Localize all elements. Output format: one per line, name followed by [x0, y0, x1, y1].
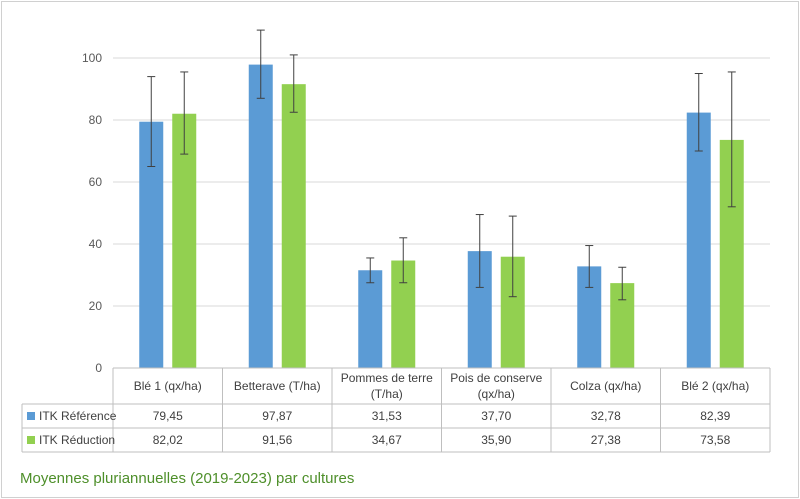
data-label: 79,45 — [153, 409, 183, 423]
y-tick-label: 60 — [89, 175, 103, 189]
legend-swatch — [27, 436, 35, 444]
legend-swatch — [27, 412, 35, 420]
y-tick-label: 20 — [89, 299, 103, 313]
category-label: Blé 1 (qx/ha) — [134, 379, 202, 393]
data-label: 27,38 — [591, 433, 621, 447]
category-label: Betterave (T/ha) — [234, 379, 321, 393]
data-label: 37,70 — [481, 409, 511, 423]
data-label: 34,67 — [372, 433, 402, 447]
category-label: Pommes de terre — [341, 371, 433, 385]
bar — [248, 64, 273, 368]
y-tick-label: 0 — [95, 361, 102, 375]
bar — [686, 112, 711, 368]
chart-caption: Moyennes pluriannuelles (2019-2023) par … — [20, 470, 355, 487]
category-label: Colza (qx/ha) — [570, 379, 641, 393]
data-label: 82,02 — [153, 433, 183, 447]
category-label: (T/ha) — [371, 387, 403, 401]
data-label: 32,78 — [591, 409, 621, 423]
data-label: 31,53 — [372, 409, 402, 423]
y-tick-label: 40 — [89, 237, 103, 251]
category-label: Blé 2 (qx/ha) — [681, 379, 749, 393]
data-label: 73,58 — [700, 433, 730, 447]
data-label: 91,56 — [262, 433, 292, 447]
data-label: 35,90 — [481, 433, 511, 447]
y-tick-label: 80 — [89, 113, 103, 127]
bar — [358, 270, 383, 368]
data-label: 82,39 — [700, 409, 730, 423]
category-label: Pois de conserve — [450, 371, 542, 385]
category-label: (qx/ha) — [478, 387, 515, 401]
data-label: 97,87 — [262, 409, 292, 423]
y-tick-label: 100 — [82, 51, 102, 65]
legend-label: ITK Réduction — [39, 433, 115, 447]
bar — [281, 84, 306, 368]
bar — [172, 113, 197, 368]
legend-label: ITK Référence — [39, 409, 117, 423]
